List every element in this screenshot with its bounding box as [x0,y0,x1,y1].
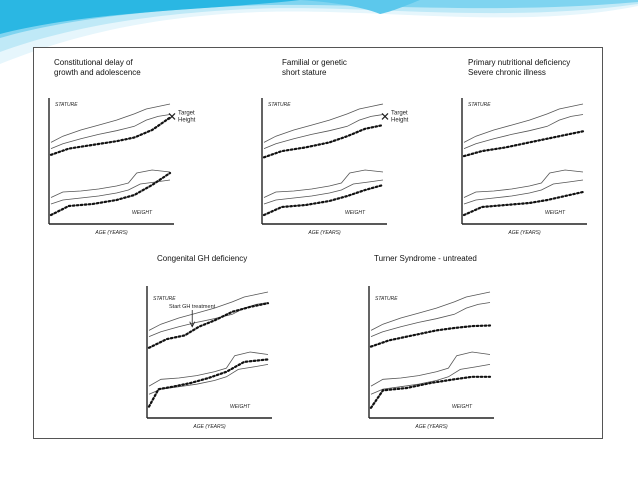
weight-label-familial-short-stature: WEIGHT [345,210,366,216]
x-axis-label-constitutional-delay: AGE (YEARS) [94,230,128,236]
weight-patient-congenital-gh [147,358,270,408]
weight-lower-percentile-congenital-gh [148,364,269,395]
target-marker-cross-familial-short-stature [381,112,389,120]
stature-upper-percentile-familial-short-stature [263,103,384,143]
weight-label-congenital-gh: WEIGHT [230,404,251,410]
stature-patient-turner-syndrome [369,324,492,348]
stature-patient-constitutional-delay [49,116,172,156]
weight-upper-percentile-turner-syndrome [370,351,491,387]
x-axis-label-congenital-gh: AGE (YEARS) [192,424,226,430]
stature-lower-percentile-constitutional-delay [50,114,171,149]
stature-patient-familial-short-stature [262,124,385,159]
x-axis-label-nutritional-deficiency: AGE (YEARS) [507,230,541,236]
weight-label-nutritional-deficiency: WEIGHT [545,210,566,216]
x-axis-label-familial-short-stature: AGE (YEARS) [307,230,341,236]
x-axis-label-turner-syndrome: AGE (YEARS) [414,424,448,430]
stature-lower-percentile-familial-short-stature [263,114,384,149]
weight-upper-percentile-nutritional-deficiency [463,169,584,198]
stature-label-congenital-gh: STATURE [153,296,176,302]
stature-upper-percentile-constitutional-delay [50,103,171,143]
stature-lower-percentile-turner-syndrome [370,302,491,337]
growth-charts-svg: AGE (YEARS) STATURE WEIGHT Target Height AGE … [48,98,587,430]
weight-upper-percentile-familial-short-stature [263,169,384,198]
stature-upper-percentile-turner-syndrome [370,291,491,331]
weight-label-turner-syndrome: WEIGHT [452,404,473,410]
gh-treatment-arrowhead [189,321,196,328]
weight-upper-percentile-constitutional-delay [50,169,171,198]
stature-patient-nutritional-deficiency [462,130,585,158]
weight-label-constitutional-delay: WEIGHT [132,210,153,216]
stature-label-turner-syndrome: STATURE [375,296,398,302]
weight-patient-familial-short-stature [262,183,385,217]
stature-upper-percentile-congenital-gh [148,291,269,331]
weight-patient-nutritional-deficiency [462,190,585,217]
target-height-label-familial-short-stature: Target Height [391,110,409,123]
weight-lower-percentile-familial-short-stature [263,179,384,205]
stature-upper-percentile-nutritional-deficiency [463,103,584,143]
weight-upper-percentile-congenital-gh [148,351,269,387]
panel-title-turner-syndrome: Turner Syndrome - untreated [374,254,477,263]
gh-treatment-annotation: Start GH treatment [169,304,216,310]
weight-patient-constitutional-delay [49,171,172,217]
decorative-wave-banner [0,0,638,64]
target-height-label-constitutional-delay: Target Height [178,110,196,123]
growth-chart-figure: AGE (YEARS) STATURE WEIGHT Target Height AGE … [33,47,603,439]
stature-label-familial-short-stature: STATURE [268,102,291,108]
stature-label-constitutional-delay: STATURE [55,102,78,108]
weight-lower-percentile-nutritional-deficiency [463,179,584,205]
weight-lower-percentile-turner-syndrome [370,364,491,395]
panel-title-constitutional-delay: Constitutional delay of growth and adole… [54,58,141,77]
panel-title-nutritional-deficiency: Primary nutritional deficiency Severe ch… [468,58,571,77]
target-marker-cross-constitutional-delay [168,112,176,120]
stature-patient-congenital-gh [147,302,270,349]
panel-title-congenital-gh: Congenital GH deficiency [157,254,248,263]
stature-lower-percentile-nutritional-deficiency [463,114,584,149]
weight-lower-percentile-constitutional-delay [50,179,171,205]
panel-title-familial-short-stature: Familial or genetic short stature [282,58,347,77]
stature-label-nutritional-deficiency: STATURE [468,102,491,108]
weight-patient-turner-syndrome [369,375,492,409]
